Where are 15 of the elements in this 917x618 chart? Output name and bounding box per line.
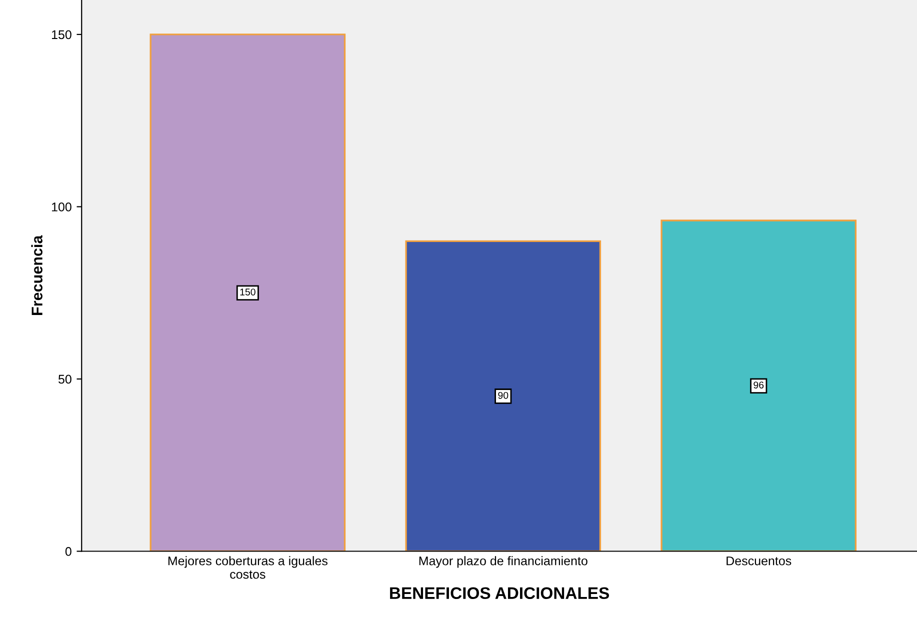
x-tick-label: Mayor plazo de financiamiento: [419, 556, 588, 568]
y-tick-label: 150: [52, 30, 72, 40]
bar: [150, 34, 346, 552]
bar: [405, 240, 602, 552]
y-tick-label: 100: [52, 202, 72, 212]
x-tick-label: Descuentos: [726, 556, 792, 566]
y-tick-label: 50: [58, 374, 72, 384]
data-label: 96: [754, 382, 764, 388]
x-tick-label: Mejores coberturas a iguales costos: [168, 556, 328, 579]
y-tick-label: 0: [65, 547, 72, 556]
data-label: 90: [498, 392, 508, 399]
x-axis-title: BENEFICIOS ADICIONALES: [390, 587, 609, 600]
data-label: 150: [240, 288, 256, 296]
bar: [660, 220, 857, 552]
y-axis-title: Frecuencia: [31, 235, 42, 315]
